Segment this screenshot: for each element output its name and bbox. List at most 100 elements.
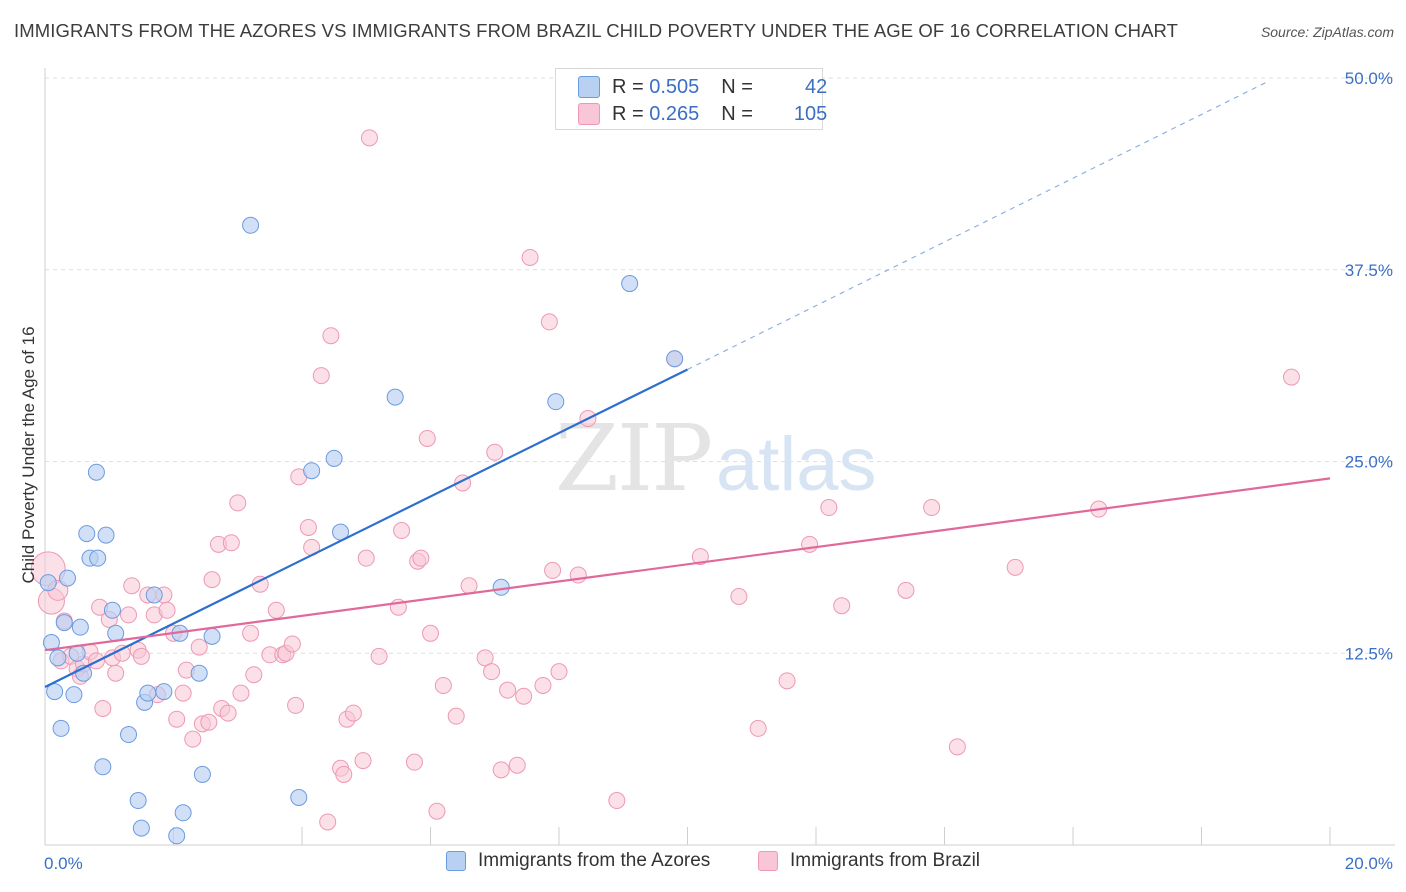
brazil-point — [232, 684, 250, 702]
brazil-point — [267, 601, 285, 619]
legend-row-brazil: R = 0.265 N = 105 — [578, 101, 827, 127]
brazil-trend-line — [44, 477, 1331, 652]
brazil-point — [312, 367, 330, 385]
brazil-point — [1006, 558, 1024, 576]
legend-label-azores: Immigrants from the Azores — [478, 850, 711, 871]
brazil-point — [94, 699, 112, 717]
brazil-point — [200, 713, 218, 731]
azores-point — [58, 569, 76, 587]
azores-point — [52, 719, 70, 737]
stats-legend: R = 0.505 N = 42 R = 0.265 N = 105 — [555, 68, 827, 130]
brazil-point — [322, 327, 340, 345]
brazil-point — [344, 704, 362, 722]
azores-point — [120, 726, 138, 744]
azores-point — [49, 649, 67, 667]
legend-swatch-brazil — [578, 103, 600, 125]
brazil-point — [483, 663, 501, 681]
brazil-point — [1282, 368, 1300, 386]
brazil-point — [460, 577, 478, 595]
azores-point — [87, 463, 105, 481]
legend-item-azores[interactable]: Immigrants from the Azores — [446, 850, 710, 872]
brazil-point — [132, 647, 150, 665]
brazil-point — [492, 761, 510, 779]
brazil-point — [299, 518, 317, 536]
brazil-point — [418, 429, 436, 447]
brazil-point — [534, 676, 552, 694]
brazil-point — [508, 756, 526, 774]
brazil-point — [174, 684, 192, 702]
brazil-point — [168, 710, 186, 728]
azores-point — [190, 664, 208, 682]
azores-point — [621, 275, 639, 293]
brazil-point — [222, 534, 240, 552]
legend-item-brazil[interactable]: Immigrants from Brazil — [758, 850, 980, 872]
brazil-point — [801, 535, 819, 553]
azores-point — [129, 792, 147, 810]
bottom-legend: Immigrants from the Azores Immigrants fr… — [0, 850, 1406, 878]
azores-point — [547, 393, 565, 411]
azores-point — [94, 758, 112, 776]
azores-point — [303, 462, 321, 480]
brazil-point — [393, 522, 411, 540]
azores-point — [89, 549, 107, 567]
brazil-point — [499, 681, 517, 699]
watermark-zip: ZIP — [555, 405, 711, 512]
azores-point — [71, 618, 89, 636]
brazil-point — [544, 561, 562, 579]
brazil-point — [158, 601, 176, 619]
brazil-point — [521, 248, 539, 266]
brazil-point — [242, 624, 260, 642]
brazil-point — [357, 549, 375, 567]
brazil-point — [540, 313, 558, 331]
brazil-point — [608, 792, 626, 810]
azores-point — [145, 586, 163, 604]
legend-r-label: R = — [612, 75, 650, 98]
brazil-point — [948, 738, 966, 756]
azores-points — [39, 216, 684, 845]
azores-point — [97, 526, 115, 544]
brazil-point — [476, 649, 494, 667]
source-label: Source: ZipAtlas.com — [1260, 24, 1394, 40]
azores-point — [103, 601, 121, 619]
legend-r-label: R = — [612, 102, 650, 125]
brazil-points — [30, 129, 1300, 831]
azores-point — [386, 388, 404, 406]
brazil-point — [219, 704, 237, 722]
brazil-point — [123, 577, 141, 595]
x-tick-label: 20.0% — [1345, 854, 1393, 873]
tick-labels: 12.5% 25.0% 37.5% 50.0% 0.0% 20.0% — [44, 69, 1393, 873]
y-tick-label: 25.0% — [1345, 453, 1393, 472]
brazil-point — [515, 687, 533, 705]
brazil-point — [730, 587, 748, 605]
legend-label-brazil: Immigrants from Brazil — [790, 850, 981, 871]
chart-title: IMMIGRANTS FROM THE AZORES VS IMMIGRANTS… — [14, 20, 1179, 41]
brazil-point — [897, 581, 915, 599]
legend-row-azores: R = 0.505 N = 42 — [578, 74, 827, 100]
azores-point — [46, 683, 64, 701]
azores-point — [666, 350, 684, 368]
brazil-point — [335, 765, 353, 783]
legend-r-value: 0.265 — [649, 102, 700, 125]
azores-point — [42, 634, 60, 652]
legend-n-label: N = — [721, 102, 759, 125]
azores-point — [492, 578, 510, 596]
brazil-point — [778, 672, 796, 690]
brazil-point — [691, 548, 709, 566]
brazil-point — [422, 624, 439, 642]
azores-point — [203, 627, 221, 645]
azores-point — [139, 684, 157, 702]
trend-lines — [44, 82, 1331, 688]
azores-trend-extension — [687, 82, 1267, 370]
brazil-point — [434, 676, 452, 694]
brazil-point — [319, 813, 337, 831]
legend-n-value: 42 — [805, 75, 828, 98]
brazil-point — [447, 707, 465, 725]
brazil-point — [113, 644, 131, 662]
brazil-point — [405, 753, 423, 771]
brazil-point — [283, 635, 301, 653]
azores-point — [132, 819, 150, 837]
brazil-point — [428, 802, 446, 820]
brazil-point — [190, 638, 208, 656]
azores-point — [174, 804, 192, 822]
azores-trend-line — [44, 368, 688, 688]
